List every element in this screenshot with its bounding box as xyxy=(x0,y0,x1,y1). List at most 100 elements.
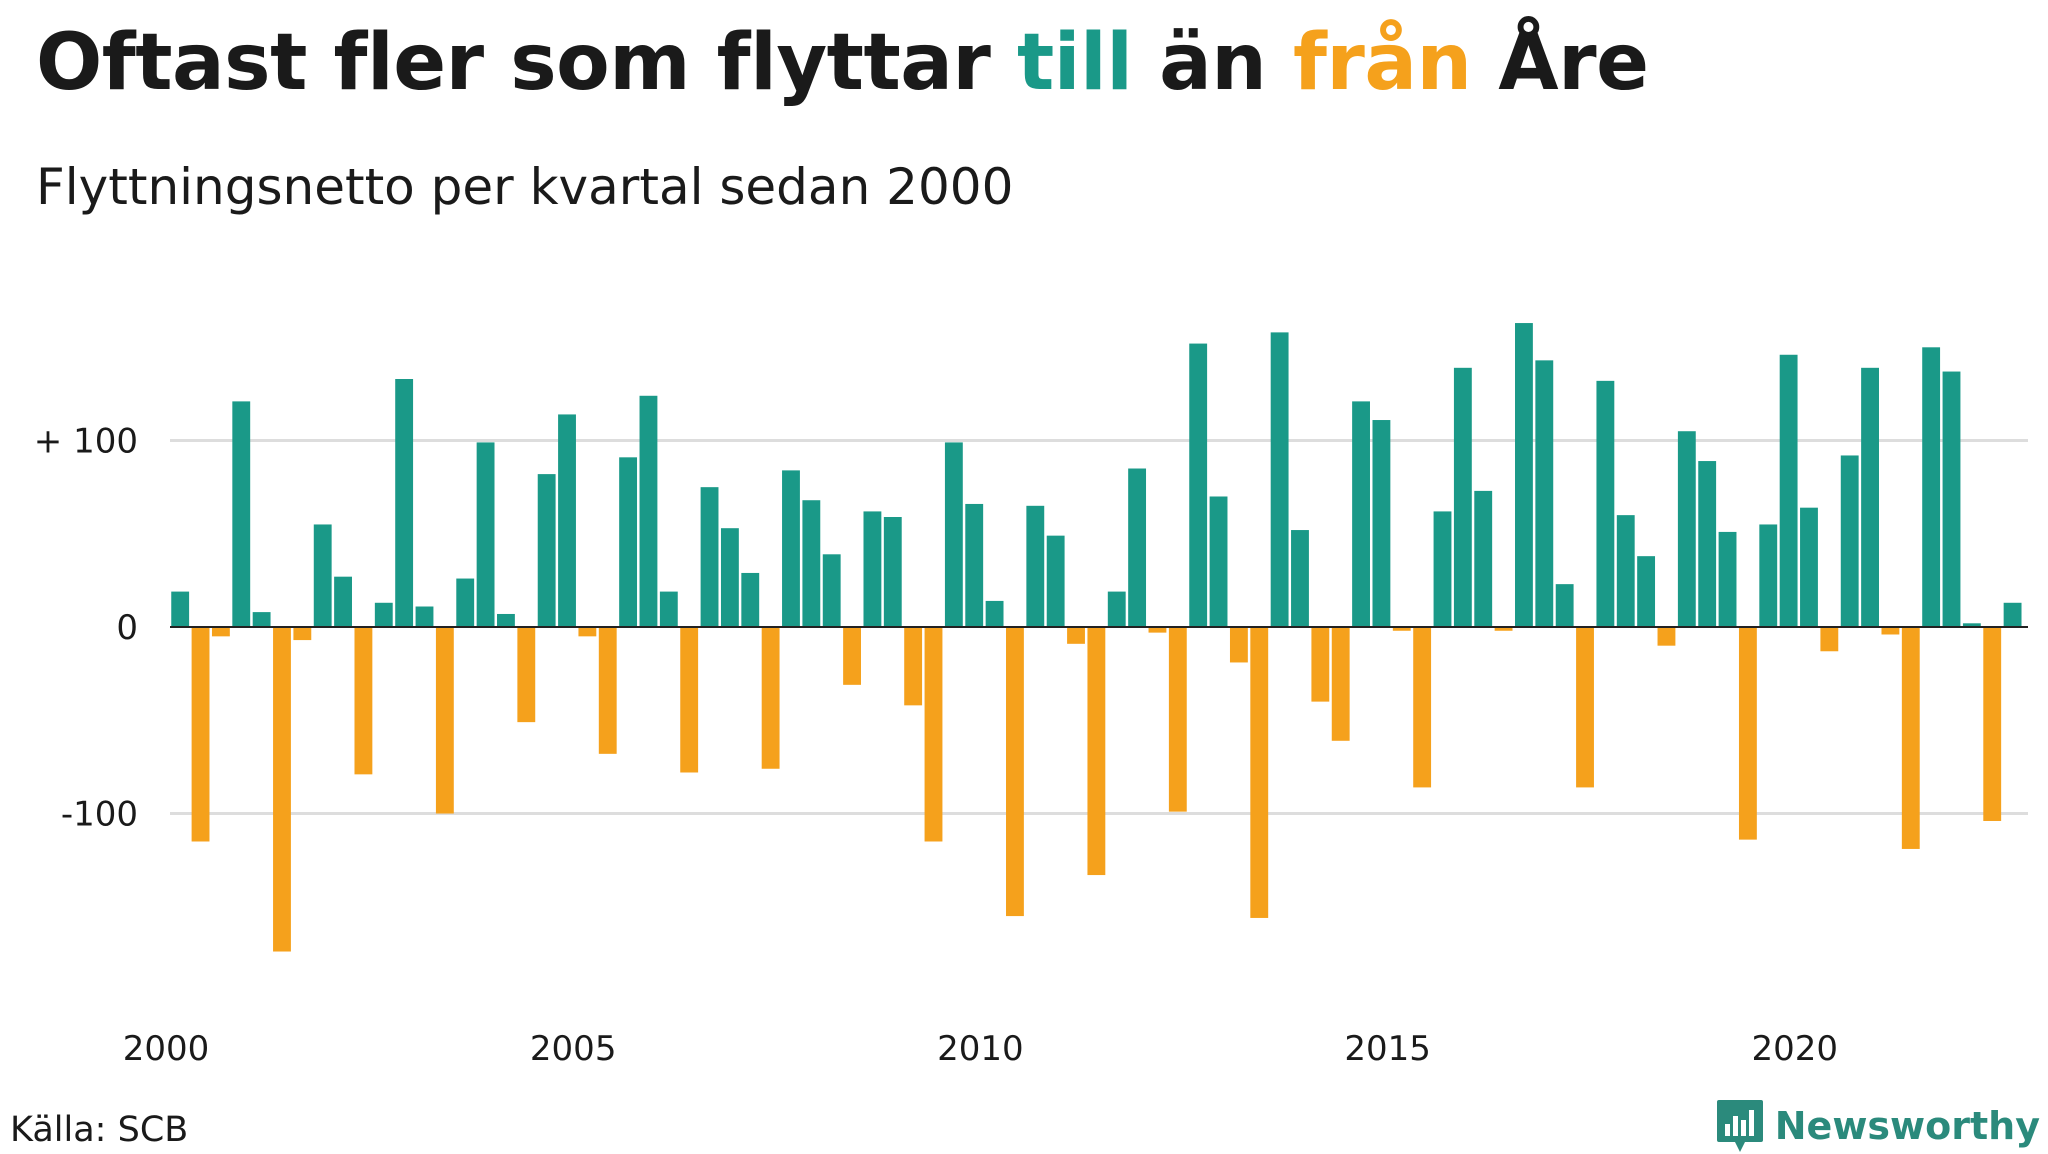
bar-2007-Q3 xyxy=(782,470,800,628)
bar-2008-Q2 xyxy=(843,627,861,685)
y-tick-label: 0 xyxy=(116,608,138,648)
bar-2014-Q2 xyxy=(1331,627,1350,741)
bar-2010-Q1 xyxy=(985,600,1004,628)
bar-2011-Q1 xyxy=(1067,627,1085,644)
bar-2005-Q3 xyxy=(619,457,638,628)
bar-2008-Q1 xyxy=(822,554,841,628)
bar-2019-Q4 xyxy=(1779,354,1798,628)
bar-2000-Q1 xyxy=(171,591,190,628)
bar-2006-Q2 xyxy=(680,627,699,773)
bar-2002-Q2 xyxy=(354,627,373,775)
bar-2015-Q3 xyxy=(1433,511,1452,628)
bar-2015-Q1 xyxy=(1392,627,1411,631)
bar-2009-Q2 xyxy=(924,627,943,842)
bar-2003-Q2 xyxy=(435,627,454,814)
bar-2020-Q2 xyxy=(1820,627,1839,652)
bar-2007-Q2 xyxy=(761,627,780,769)
y-tick-label: + 100 xyxy=(34,422,138,462)
bar-2006-Q1 xyxy=(659,591,678,628)
bar-2017-Q3 xyxy=(1596,380,1615,628)
bar-2014-Q3 xyxy=(1352,401,1370,628)
bar-2016-Q3 xyxy=(1515,323,1533,628)
title-word-fran: från xyxy=(1293,18,1472,108)
bar-2021-Q2 xyxy=(1901,627,1920,849)
bar-2012-Q1 xyxy=(1148,627,1167,633)
bar-2003-Q3 xyxy=(456,578,475,628)
bar-2006-Q4 xyxy=(720,528,739,628)
bar-2013-Q2 xyxy=(1250,627,1269,918)
title-word-till: till xyxy=(1017,18,1133,108)
bar-2021-Q4 xyxy=(1942,371,1961,628)
y-tick-label: -100 xyxy=(61,795,138,835)
bar-2016-Q4 xyxy=(1535,360,1554,628)
bar-2018-Q4 xyxy=(1698,461,1717,628)
axes: + 100 0 -100 2000 2005 2010 2015 2020 xyxy=(34,422,2028,1069)
bar-2006-Q3 xyxy=(700,487,719,628)
bar-2012-Q4 xyxy=(1209,496,1228,628)
bar-2000-Q4 xyxy=(232,401,251,628)
bar-2015-Q4 xyxy=(1453,367,1472,628)
bar-2010-Q4 xyxy=(1046,535,1065,628)
title-text-1: Oftast fler som flyttar xyxy=(36,18,1018,108)
bar-2007-Q4 xyxy=(802,500,821,628)
bar-2016-Q1 xyxy=(1474,490,1493,628)
brand-name: Newsworthy xyxy=(1774,1104,2040,1148)
bar-2010-Q2 xyxy=(1006,627,1024,917)
bar-2019-Q2 xyxy=(1738,627,1757,840)
bar-2022-Q2 xyxy=(1983,627,2002,821)
bar-2018-Q2 xyxy=(1657,627,1676,646)
bar-2014-Q4 xyxy=(1372,420,1391,628)
bar-2019-Q3 xyxy=(1759,524,1778,628)
bar-2022-Q1 xyxy=(1962,623,1981,628)
bar-2008-Q4 xyxy=(883,517,902,628)
chart-subtitle: Flyttningsnetto per kvartal sedan 2000 xyxy=(36,158,1014,216)
x-tick-label: 2000 xyxy=(123,1029,210,1069)
bar-2013-Q3 xyxy=(1270,332,1289,628)
bar-2003-Q1 xyxy=(415,606,434,628)
bar-2011-Q2 xyxy=(1087,627,1106,876)
bar-2013-Q1 xyxy=(1229,627,1248,663)
x-tick-label: 2010 xyxy=(937,1029,1024,1069)
bar-2004-Q1 xyxy=(497,613,515,628)
title-text-2: än xyxy=(1132,18,1293,108)
bar-2001-Q4 xyxy=(313,524,332,628)
bar-2002-Q4 xyxy=(395,379,414,628)
bar-2022-Q3 xyxy=(2003,602,2022,628)
bar-2004-Q4 xyxy=(558,414,576,628)
brand-logo: Newsworthy xyxy=(1715,1098,2040,1154)
source-note: Källa: SCB xyxy=(10,1110,189,1150)
bar-2018-Q3 xyxy=(1677,431,1696,628)
bar-2021-Q3 xyxy=(1922,347,1941,628)
bar-2005-Q2 xyxy=(598,627,617,754)
bar-2017-Q2 xyxy=(1576,627,1594,788)
bar-2007-Q1 xyxy=(741,572,760,628)
x-tick-label: 2005 xyxy=(530,1029,617,1069)
bar-2012-Q2 xyxy=(1168,627,1187,812)
bar-2011-Q3 xyxy=(1107,591,1126,628)
bar-2003-Q4 xyxy=(476,442,495,628)
bar-2013-Q4 xyxy=(1291,530,1309,628)
x-tick-label: 2020 xyxy=(1752,1029,1839,1069)
bar-2009-Q3 xyxy=(944,442,963,628)
bar-2010-Q3 xyxy=(1026,505,1045,628)
x-tick-label: 2015 xyxy=(1344,1029,1431,1069)
bars xyxy=(171,323,2022,952)
bar-2002-Q1 xyxy=(334,576,352,628)
bar-2000-Q2 xyxy=(191,627,210,842)
bar-2005-Q1 xyxy=(578,627,597,637)
bar-2001-Q1 xyxy=(252,612,271,628)
bar-2002-Q3 xyxy=(374,602,393,628)
bar-2020-Q1 xyxy=(1800,507,1818,628)
bar-2001-Q3 xyxy=(293,627,312,641)
title-text-3: Åre xyxy=(1471,18,1649,108)
bar-2004-Q3 xyxy=(537,474,556,628)
bar-2001-Q2 xyxy=(273,627,291,952)
bar-2019-Q1 xyxy=(1718,531,1737,628)
bar-2016-Q2 xyxy=(1494,627,1513,631)
bar-2009-Q1 xyxy=(904,627,923,706)
bar-2017-Q4 xyxy=(1616,515,1635,628)
bar-2004-Q2 xyxy=(517,627,536,723)
bar-2011-Q4 xyxy=(1128,468,1147,628)
bar-2020-Q3 xyxy=(1840,455,1859,628)
bar-2012-Q3 xyxy=(1189,343,1208,628)
